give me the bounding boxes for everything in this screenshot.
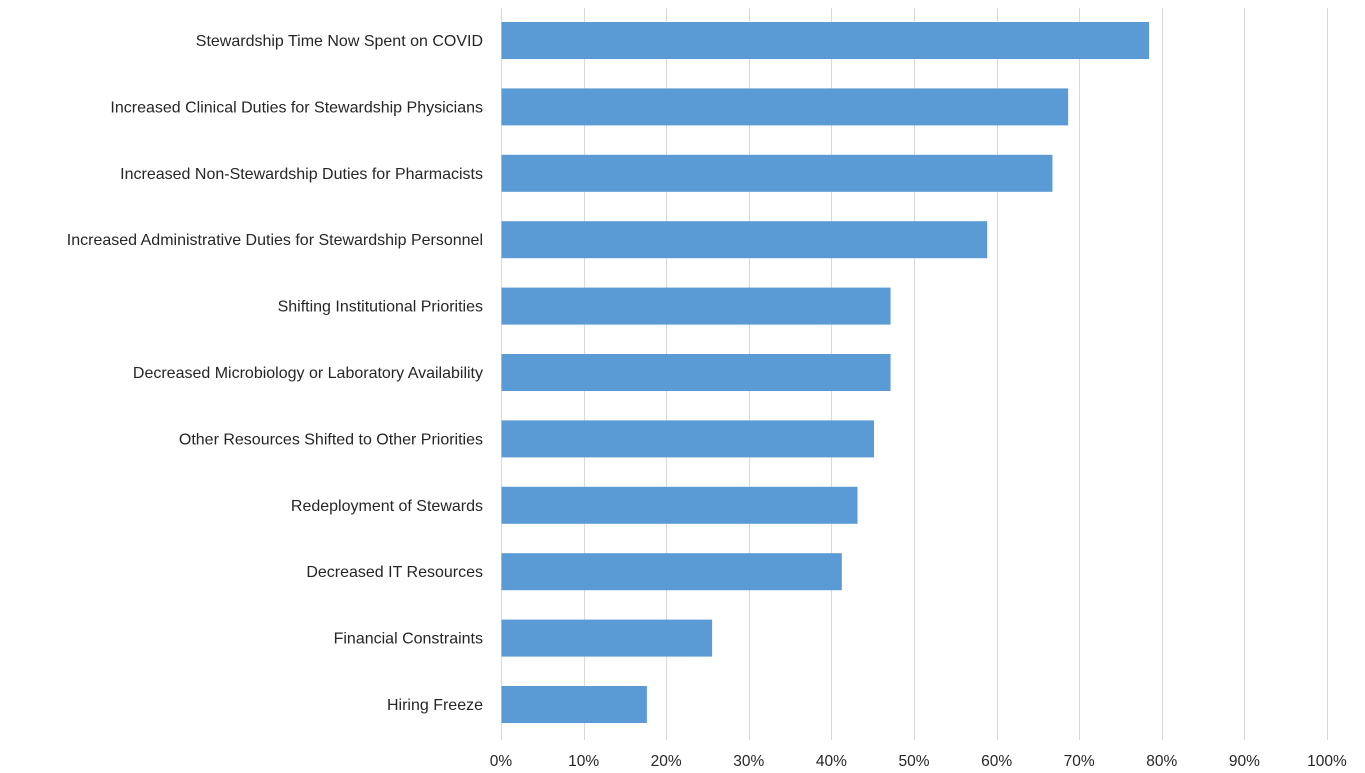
category-label: Increased Non-Stewardship Duties for Pha… — [120, 166, 483, 183]
bar — [501, 486, 858, 524]
bar — [501, 287, 891, 325]
x-axis-tick-labels: 0% 10% 20% 30% 40% 50% 60% 70% 80% 90% 100% — [490, 753, 1347, 770]
bar — [501, 553, 842, 591]
bar — [501, 619, 713, 657]
x-tick-label: 90% — [1229, 753, 1260, 770]
x-tick-label: 60% — [981, 753, 1012, 770]
category-label: Other Resources Shifted to Other Priorit… — [179, 431, 483, 448]
x-tick-label: 40% — [816, 753, 847, 770]
bar — [501, 354, 891, 391]
bar — [501, 221, 988, 259]
category-label: Decreased Microbiology or Laboratory Ava… — [133, 365, 483, 382]
bar — [501, 154, 1053, 192]
category-label: Shifting Institutional Priorities — [278, 299, 483, 316]
bar — [501, 420, 875, 458]
x-tick-label: 80% — [1146, 753, 1177, 770]
x-tick-label: 70% — [1064, 753, 1095, 770]
x-tick-label: 30% — [733, 753, 764, 770]
category-label: Increased Clinical Duties for Stewardshi… — [110, 99, 483, 116]
category-label: Stewardship Time Now Spent on COVID — [196, 33, 483, 50]
category-label: Hiring Freeze — [387, 697, 483, 714]
category-label: Redeployment of Stewards — [291, 498, 483, 515]
bar — [501, 22, 1150, 59]
category-label: Decreased IT Resources — [306, 564, 483, 581]
category-label: Increased Administrative Duties for Stew… — [67, 232, 483, 249]
category-labels: Stewardship Time Now Spent on COVID Incre… — [67, 33, 483, 714]
x-tick-label: 20% — [651, 753, 682, 770]
x-tick-label: 50% — [898, 753, 929, 770]
x-tick-label: 100% — [1307, 753, 1347, 770]
bars — [501, 22, 1150, 723]
x-tick-label: 0% — [490, 753, 513, 770]
category-label: Financial Constraints — [334, 631, 483, 648]
x-tick-label: 10% — [568, 753, 599, 770]
bar — [501, 686, 647, 723]
bar — [501, 88, 1069, 126]
